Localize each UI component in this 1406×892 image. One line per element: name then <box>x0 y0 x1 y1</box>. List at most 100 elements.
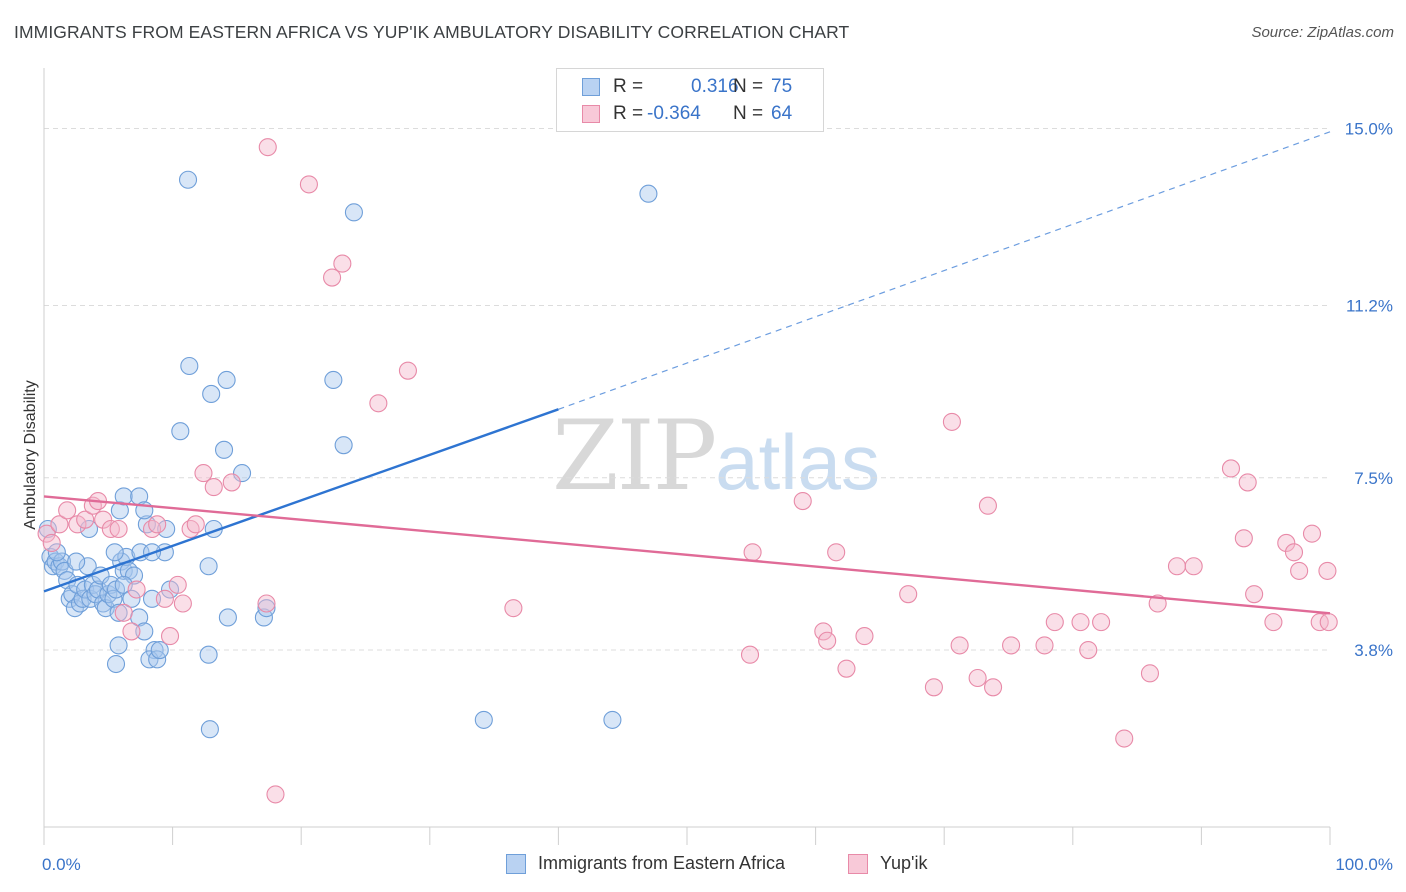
blue-trend-line <box>43 408 559 593</box>
x-tick-label: 0.0% <box>42 855 81 874</box>
pink-data-point <box>266 785 285 804</box>
blue-data-point <box>79 519 99 539</box>
pink-data-point <box>42 533 61 553</box>
pink-data-point <box>1318 561 1337 580</box>
blue-data-point <box>109 603 128 622</box>
pink-data-point <box>109 519 128 539</box>
pink-data-point <box>793 491 812 511</box>
pink-data-point <box>1002 636 1021 655</box>
legend-n-label: N = <box>733 103 764 124</box>
pink-data-point <box>1290 561 1309 580</box>
bottom-legend-label: Yup'ik <box>880 853 928 873</box>
y-tick-label: 3.8% <box>1354 641 1393 660</box>
pink-data-point <box>168 575 187 594</box>
correlation-legend: R = 0.316 N = 75 R = -0.364 N = 64 <box>556 68 824 132</box>
pink-data-point <box>258 138 277 157</box>
blue-data-point <box>114 487 133 506</box>
blue-data-point <box>140 650 159 669</box>
blue-data-point <box>47 543 66 562</box>
pink-data-point <box>942 412 961 431</box>
pink-data-point <box>186 515 205 534</box>
blue-data-point <box>67 552 86 571</box>
pink-data-point <box>1079 641 1098 660</box>
pink-data-point <box>855 627 874 646</box>
legend-row-blue: R = 0.316 N = 75 <box>557 75 823 99</box>
blue-data-point <box>150 641 169 660</box>
blue-data-point <box>70 594 90 613</box>
legend-r-value: 0.316 <box>691 76 739 97</box>
watermark: ZIPatlas <box>552 400 880 512</box>
pink-data-point <box>743 543 762 562</box>
pink-data-point <box>984 678 1003 697</box>
pink-data-point <box>1184 557 1203 576</box>
pink-data-point <box>333 254 352 273</box>
blue-data-point <box>142 589 162 608</box>
pink-data-point <box>127 580 146 599</box>
pink-data-point <box>76 510 95 529</box>
pink-data-point <box>899 585 918 604</box>
pink-data-point <box>950 636 969 655</box>
pink-data-point <box>1115 729 1134 748</box>
blue-data-point <box>344 203 363 222</box>
legend-row-pink: R = -0.364 N = 64 <box>557 102 823 126</box>
bottom-legend-swatch-blue <box>506 854 526 874</box>
blue-data-point <box>171 422 190 441</box>
blue-trend-extension <box>558 131 1331 410</box>
blue-data-point <box>135 622 154 641</box>
legend-r-value: -0.364 <box>647 103 701 124</box>
pink-data-point <box>827 543 846 562</box>
pink-data-point <box>50 515 69 534</box>
pink-data-point <box>1035 636 1054 655</box>
pink-data-point <box>101 519 120 539</box>
pink-data-point <box>978 496 997 515</box>
pink-data-point <box>818 631 837 650</box>
pink-data-point <box>1140 664 1160 683</box>
pink-data-point <box>1264 613 1283 632</box>
pink-data-point <box>1221 459 1241 478</box>
pink-data-point <box>155 589 174 608</box>
blue-data-point <box>232 464 252 483</box>
blue-data-point <box>94 594 113 613</box>
blue-data-point <box>105 543 124 562</box>
blue-data-point <box>109 636 128 655</box>
pink-data-point <box>1319 613 1338 632</box>
pink-data-point <box>837 659 856 678</box>
pink-data-point <box>1302 524 1322 543</box>
blue-data-point <box>214 440 234 459</box>
legend-swatch-pink <box>582 105 600 123</box>
blue-data-point <box>124 566 144 585</box>
blue-data-point <box>60 589 79 608</box>
blue-data-point <box>324 370 343 390</box>
y-tick-label: 15.0% <box>1345 120 1393 139</box>
blue-data-point <box>43 557 63 576</box>
pink-data-point <box>814 622 833 641</box>
chart-source: Source: ZipAtlas.com <box>1251 24 1394 41</box>
watermark-atlas: atlas <box>715 418 880 506</box>
blue-data-point <box>218 608 237 627</box>
pink-data-point <box>323 268 342 287</box>
blue-data-point <box>199 645 218 664</box>
legend-n-value: 75 <box>771 76 793 97</box>
pink-data-point <box>299 175 318 194</box>
pink-data-point <box>1277 533 1296 553</box>
legend-swatch-blue <box>582 78 600 96</box>
pink-data-point <box>58 501 77 520</box>
blue-data-point <box>180 356 199 376</box>
bottom-legend-swatch-pink <box>848 854 868 874</box>
pink-data-point <box>398 361 417 380</box>
pink-data-point <box>1284 543 1304 562</box>
pink-data-point <box>160 627 180 646</box>
blue-data-point <box>603 710 622 729</box>
blue-data-point <box>257 599 276 618</box>
pink-data-point <box>1045 613 1064 632</box>
pink-data-point <box>1092 613 1111 632</box>
pink-data-point <box>1234 529 1253 548</box>
chart-title: IMMIGRANTS FROM EASTERN AFRICA VS YUP'IK… <box>14 22 850 42</box>
y-axis-label: Ambulatory Disability <box>22 380 39 529</box>
blue-data-point <box>178 170 198 189</box>
pink-data-point <box>222 473 241 492</box>
blue-data-point <box>217 370 236 390</box>
pink-data-point <box>968 668 987 688</box>
x-tick-label: 100.0% <box>1335 855 1393 874</box>
blue-data-point <box>122 589 141 608</box>
